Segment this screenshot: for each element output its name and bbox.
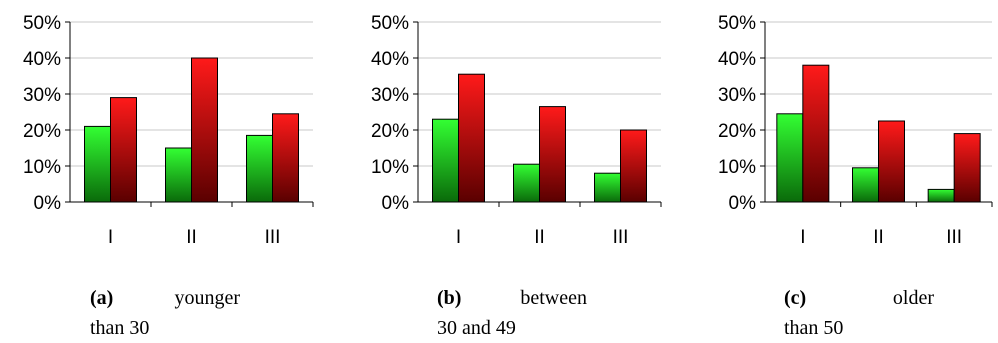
caption-a: (a) younger than 30 <box>90 283 240 343</box>
y-tick-label: 20% <box>371 121 409 142</box>
y-tick-label: 0% <box>34 193 62 214</box>
bar-II-0 <box>513 163 540 203</box>
bar-III-1 <box>272 113 299 203</box>
caption-rest: than 30 <box>90 317 150 339</box>
bar-III-1 <box>953 133 981 203</box>
y-tick-label: 40% <box>718 49 756 70</box>
caption-word: between <box>520 287 587 309</box>
caption-rest: 30 and 49 <box>437 317 516 339</box>
x-tick-label: III <box>946 227 962 248</box>
y-tick-label: 10% <box>718 157 756 178</box>
bar-II-1 <box>878 120 905 203</box>
y-tick-label: 0% <box>382 193 410 214</box>
caption-rest: than 50 <box>784 317 844 339</box>
y-tick-label: 30% <box>23 85 61 106</box>
bar-I-0 <box>84 125 111 203</box>
x-tick-label: I <box>108 227 113 248</box>
y-tick-label: 50% <box>371 13 409 34</box>
y-tick-label: 0% <box>729 193 757 214</box>
x-tick-label: II <box>534 227 545 248</box>
bar-I-1 <box>110 97 137 203</box>
x-tick-label: I <box>800 227 805 248</box>
bar-III-0 <box>246 134 273 203</box>
x-tick-label: III <box>613 227 629 248</box>
y-tick-label: 30% <box>371 85 409 106</box>
bar-II-0 <box>165 147 192 203</box>
y-tick-label: 10% <box>23 157 61 178</box>
x-tick-label: III <box>265 227 281 248</box>
caption-word: older <box>892 287 934 309</box>
bar-I-0 <box>432 118 459 203</box>
bar-III-0 <box>594 172 621 203</box>
y-tick-label: 30% <box>718 85 756 106</box>
bar-II-0 <box>852 167 879 203</box>
y-tick-label: 40% <box>23 49 61 70</box>
x-tick-label: II <box>186 227 197 248</box>
y-tick-label: 20% <box>718 121 756 142</box>
caption-tag: (b) <box>437 287 462 309</box>
caption-word: younger <box>174 287 240 309</box>
chart-2: 0%10%20%30%40%50%I II III <box>718 13 993 248</box>
bar-I-0 <box>776 113 804 203</box>
caption-tag: (c) <box>784 287 807 309</box>
caption-tag: (a) <box>90 287 114 309</box>
bar-II-1 <box>191 57 218 203</box>
y-tick-label: 20% <box>23 121 61 142</box>
chart-0: 0%10%20%30%40%50%I II III <box>23 13 314 248</box>
x-tick-label: II <box>873 227 884 248</box>
bar-I-1 <box>458 73 485 203</box>
bar-III-0 <box>927 188 955 203</box>
bar-I-1 <box>802 64 830 203</box>
bar-II-1 <box>539 106 566 203</box>
y-tick-label: 10% <box>371 157 409 178</box>
bar-III-1 <box>620 129 647 203</box>
caption-c: (c) older than 50 <box>784 283 934 343</box>
y-tick-label: 50% <box>23 13 61 34</box>
y-tick-label: 40% <box>371 49 409 70</box>
y-tick-label: 50% <box>718 13 756 34</box>
caption-b: (b) between 30 and 49 <box>437 283 587 343</box>
chart-1: 0%10%20%30%40%50%I II III <box>371 13 662 248</box>
x-tick-label: I <box>456 227 461 248</box>
